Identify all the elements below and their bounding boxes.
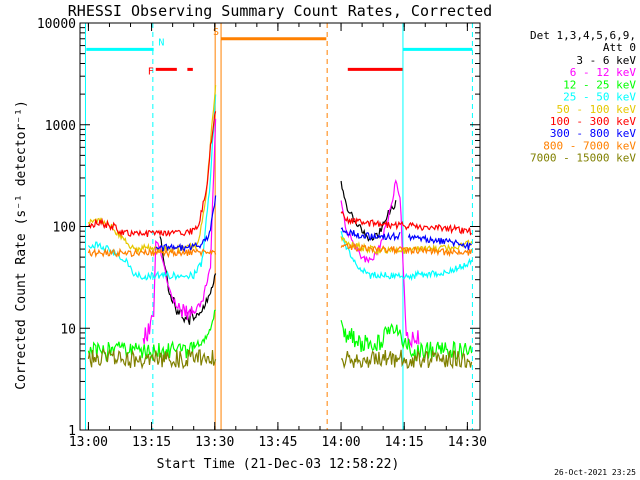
axes: 13:00 13:15 13:30 13:45 14:00 14:15 14:30 1 10 10… — [37, 17, 487, 450]
flag-letter-saa-orange: S — [213, 27, 219, 38]
series-line-segment — [341, 349, 473, 370]
series-line-segment — [340, 210, 473, 236]
series-line-segment — [155, 195, 217, 253]
y-tick-label: 100 — [53, 221, 76, 236]
y-tick-label: 10000 — [37, 17, 76, 32]
y-axis-label: Corrected Count Rate (s⁻¹ detector⁻¹) — [14, 100, 29, 390]
y-tick-label: 1000 — [45, 119, 76, 134]
flag-letter-night: N — [158, 37, 164, 48]
x-axis-label: Start Time (21-Dec-03 12:58:22) — [157, 457, 400, 472]
x-tick-label: 13:45 — [258, 435, 297, 450]
series-3-6-kev — [159, 180, 397, 325]
flag-letter-flare: F — [148, 66, 154, 77]
series-line-segment — [340, 180, 397, 242]
series-lines — [87, 85, 473, 370]
series-line-segment — [87, 94, 217, 281]
series-line-segment — [340, 242, 473, 258]
x-tick-label: 13:15 — [132, 435, 171, 450]
legend-entry: 6 - 12 keV — [570, 66, 637, 79]
vertical-markers — [84, 23, 473, 430]
series-line-segment — [340, 227, 401, 242]
legend-entry: 100 - 300 keV — [550, 115, 636, 128]
series-line-segment — [87, 309, 216, 363]
legend-entry: 50 - 100 keV — [557, 103, 637, 116]
series-100-300-kev — [87, 111, 473, 238]
chart-title: RHESSI Observing Summary Count Rates, Co… — [68, 2, 492, 20]
legend-header-line1: Det 1,3,4,5,6,9, — [530, 29, 636, 42]
y-tick-label: 1 — [68, 424, 76, 439]
series-300-800-kev — [155, 195, 472, 253]
legend-header-line2: Att 0 — [603, 41, 636, 54]
y-tick-label: 10 — [60, 322, 76, 337]
legend-entry: 12 - 25 keV — [563, 78, 636, 91]
series-line-segment — [340, 178, 420, 349]
legend-entry: 300 - 800 keV — [550, 127, 636, 140]
x-tick-label: 13:00 — [69, 435, 108, 450]
series-line-segment — [340, 236, 473, 256]
series-line-segment — [340, 231, 473, 282]
legend-entry: 3 - 6 keV — [576, 54, 636, 67]
x-tick-label: 14:15 — [385, 435, 424, 450]
series-7000-15000-kev — [87, 348, 473, 370]
series-line-segment — [87, 111, 217, 238]
x-tick-label: 14:00 — [321, 435, 360, 450]
series-50-100-kev — [87, 85, 473, 256]
series-line-segment — [142, 118, 217, 345]
legend-entry: 25 - 50 keV — [563, 91, 636, 104]
generation-timestamp: 26-Oct-2021 23:25 — [554, 468, 636, 477]
series-line-segment — [87, 348, 217, 370]
series-800-7000-kev — [87, 242, 473, 259]
series-25-50-kev — [87, 94, 473, 282]
series-line-segment — [407, 233, 472, 251]
series-line-segment — [87, 247, 217, 259]
x-tick-label: 13:30 — [195, 435, 234, 450]
x-tick-label: 14:30 — [448, 435, 487, 450]
legend-entry: 7000 - 15000 keV — [530, 152, 636, 165]
series-6-12-kev — [142, 118, 420, 349]
flag-bars: N F S — [86, 27, 473, 77]
legend-entry: 800 - 7000 keV — [543, 139, 636, 152]
